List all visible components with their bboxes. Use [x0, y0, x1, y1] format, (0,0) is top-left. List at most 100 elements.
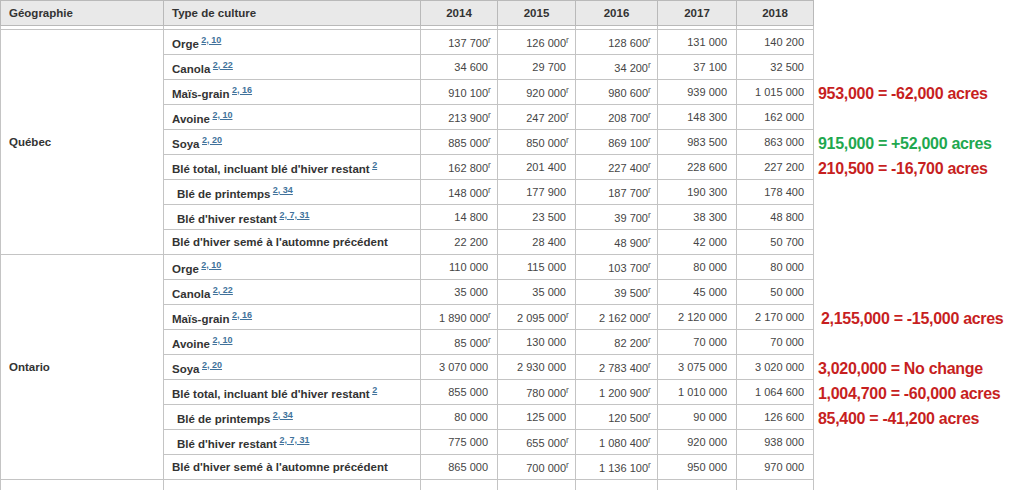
year-value-cell: 80 000 — [737, 255, 814, 280]
footnote-superscript: 2, 20 — [200, 135, 223, 145]
footnote-links[interactable]: 2, 10 — [212, 335, 232, 345]
footnote-links[interactable]: 2, 22 — [213, 60, 233, 70]
footnote-links[interactable]: 2 — [372, 160, 377, 170]
year-value-cell: 126 600 — [737, 405, 814, 430]
crop-type-label: Canola — [172, 62, 210, 74]
year-value-cell: 2 162 000r — [576, 305, 658, 330]
footnote-superscript: 2, 34 — [270, 185, 293, 195]
year-value-cell: 80 000 — [421, 405, 498, 430]
crop-type-label: Maïs-grain — [172, 87, 230, 99]
table-row: QuébecOrge 2, 10137 700r126 000r128 600r… — [1, 30, 814, 55]
value-text: 22 200 — [454, 236, 488, 248]
value-text: 190 300 — [687, 186, 727, 198]
value-text: 28 400 — [532, 236, 566, 248]
footnote-superscript: 2, 16 — [230, 310, 253, 320]
footnote-links[interactable]: 2, 16 — [232, 310, 252, 320]
crop-type-label: Blé d'hiver semé à l'automne précédent — [172, 236, 388, 248]
value-text: 48 900 — [614, 237, 648, 249]
column-header-2017: 2017 — [658, 1, 737, 26]
year-value-cell: 190 300 — [658, 180, 737, 205]
year-value-cell: 103 700r — [576, 255, 658, 280]
value-text: 32 500 — [770, 61, 804, 73]
footnote-links[interactable]: 2, 7, 31 — [279, 435, 309, 445]
crop-area-table: Géographie Type de culture 2014 2015 201… — [0, 0, 814, 490]
year-value-cell: 90 000 — [658, 405, 737, 430]
footnote-superscript: 2 — [370, 160, 378, 170]
footnote-links[interactable]: 2 — [372, 385, 377, 395]
year-value-cell: 2 120 000 — [658, 305, 737, 330]
crop-type-cell: Soya 2, 20 — [164, 130, 421, 155]
value-text: 1 010 000 — [678, 386, 727, 398]
footnote-links[interactable]: 2, 20 — [202, 360, 222, 370]
footnote-superscript: 2, 22 — [210, 285, 233, 295]
footnote-links[interactable]: 2, 34 — [273, 410, 293, 420]
value-text: 1 890 000 — [439, 312, 488, 324]
footnote-superscript: 2, 10 — [199, 260, 222, 270]
year-value-cell: 70 000 — [658, 330, 737, 355]
value-text: 103 700 — [608, 262, 648, 274]
footnote-superscript: 2, 16 — [230, 85, 253, 95]
value-text: 162 800 — [448, 162, 488, 174]
crop-type-cell: Avoine 2, 10 — [164, 330, 421, 355]
year-value-cell: 1 015 000 — [737, 80, 814, 105]
footnote-links[interactable]: 2, 16 — [232, 85, 252, 95]
year-value-cell: 780 000r — [498, 380, 576, 405]
value-text: 34 600 — [454, 61, 488, 73]
value-text: 950 000 — [687, 461, 727, 473]
year-value-cell: 125 000 — [498, 405, 576, 430]
year-value-cell: 983 500 — [658, 130, 737, 155]
crop-type-cell: Blé total, incluant blé d'hiver restant … — [164, 155, 421, 180]
year-value-cell: 131 000 — [658, 30, 737, 55]
year-value-cell: 863 000 — [737, 130, 814, 155]
value-text: 90 000 — [693, 411, 727, 423]
year-value-cell: 3 020 000 — [737, 355, 814, 380]
year-value-cell: 865 000 — [421, 455, 498, 480]
crop-type-label: Orge — [172, 37, 199, 49]
crop-type-label: Blé d'hiver restant — [177, 437, 277, 449]
footnote-links[interactable]: 2, 7, 31 — [279, 210, 309, 220]
crop-type-cell: Canola 2, 22 — [164, 55, 421, 80]
value-text: 37 100 — [693, 61, 727, 73]
footnote-superscript: 2, 7, 31 — [277, 210, 310, 220]
year-value-cell: 35 000 — [421, 280, 498, 305]
year-value-cell: 80 000 — [658, 255, 737, 280]
crop-type-label: Blé total, incluant blé d'hiver restant — [172, 387, 370, 399]
value-text: 38 300 — [693, 211, 727, 223]
year-value-cell: 42 000 — [658, 230, 737, 255]
year-value-cell: 37 100 — [658, 55, 737, 80]
footnote-superscript: 2, 10 — [210, 110, 233, 120]
crop-type-cell: Blé d'hiver restant 2, 7, 31 — [164, 205, 421, 230]
value-text: 920 000 — [687, 436, 727, 448]
footnote-superscript: 2, 22 — [210, 60, 233, 70]
value-text: 178 400 — [764, 186, 804, 198]
footnote-links[interactable]: 2, 20 — [202, 135, 222, 145]
value-text: 700 000 — [526, 462, 566, 474]
footnote-links[interactable]: 2, 10 — [201, 35, 221, 45]
table-body: QuébecOrge 2, 10137 700r126 000r128 600r… — [1, 30, 814, 480]
value-text: 110 000 — [449, 261, 488, 273]
crop-type-cell: Blé d'hiver restant 2, 7, 31 — [164, 430, 421, 455]
year-value-cell: 48 800 — [737, 205, 814, 230]
value-text: 85 000 — [454, 337, 488, 349]
value-text: 23 500 — [532, 211, 566, 223]
crop-type-cell: Blé total, incluant blé d'hiver restant … — [164, 380, 421, 405]
crop-type-cell: Maïs-grain 2, 16 — [164, 305, 421, 330]
footnote-links[interactable]: 2, 10 — [201, 260, 221, 270]
value-text: 869 100 — [608, 137, 648, 149]
footnote-links[interactable]: 2, 22 — [213, 285, 233, 295]
year-value-cell: 939 000 — [658, 80, 737, 105]
annotation-gain: 915,000 = +52,000 acres — [818, 133, 992, 154]
value-text: 130 000 — [526, 336, 566, 348]
value-text: 1 136 100 — [599, 462, 648, 474]
annotation-loss: 1,004,700 = -60,000 acres — [818, 383, 1000, 404]
value-text: 42 000 — [693, 236, 727, 248]
year-value-cell: 137 700r — [421, 30, 498, 55]
crop-type-label: Soya — [172, 137, 200, 149]
annotation-loss: 85,400 = -41,200 acres — [818, 408, 979, 429]
footnote-links[interactable]: 2, 34 — [273, 185, 293, 195]
value-text: 939 000 — [687, 86, 727, 98]
value-text: 865 000 — [448, 461, 488, 473]
value-text: 3 070 000 — [439, 361, 488, 373]
footnote-links[interactable]: 2, 10 — [212, 110, 232, 120]
value-text: 120 500 — [608, 412, 648, 424]
